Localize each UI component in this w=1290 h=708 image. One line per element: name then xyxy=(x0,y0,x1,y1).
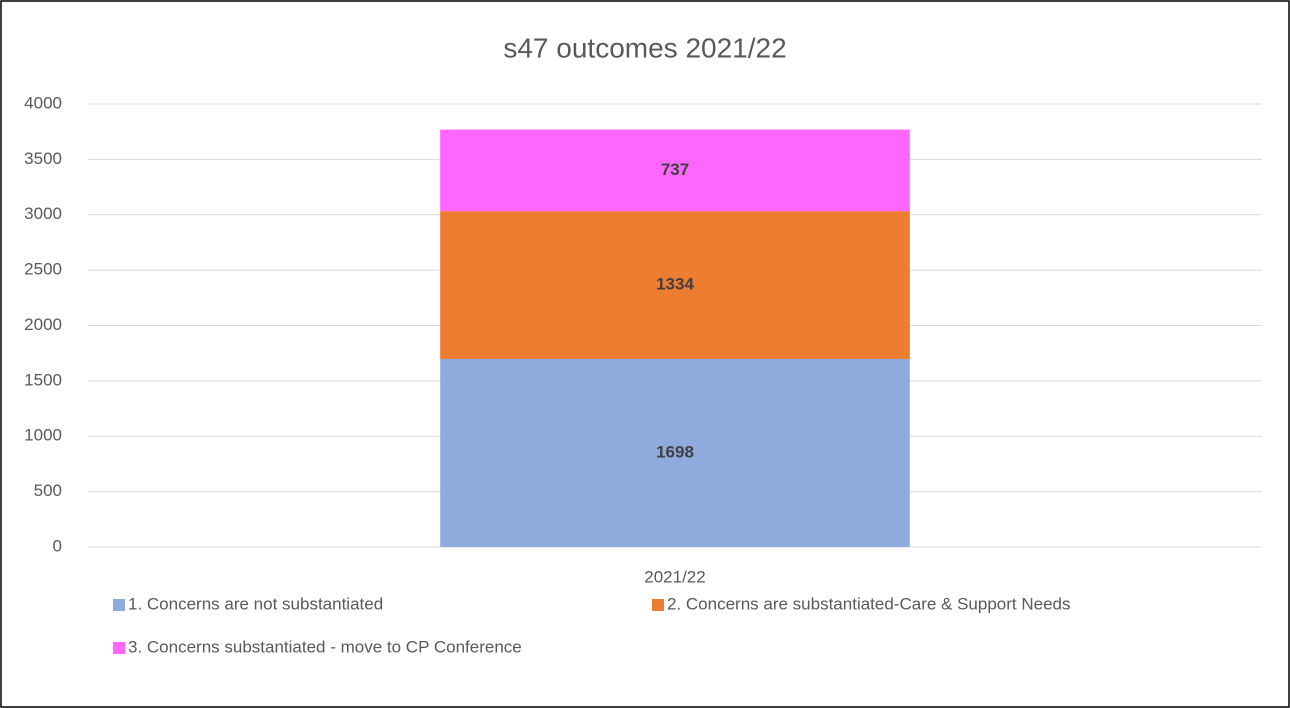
bar-segment xyxy=(440,129,910,212)
y-tick-label: 4000 xyxy=(24,93,62,112)
legend-label: 3. Concerns substantiated - move to CP C… xyxy=(128,637,522,656)
y-tick-label: 1000 xyxy=(24,426,62,445)
y-tick-label: 2500 xyxy=(24,260,62,279)
legend-swatch xyxy=(652,599,664,611)
legend-swatch xyxy=(113,642,125,654)
chart-title: s47 outcomes 2021/22 xyxy=(503,32,786,63)
bar-segment xyxy=(440,211,910,359)
y-tick-label: 500 xyxy=(34,481,62,500)
y-tick-label: 3000 xyxy=(24,204,62,223)
x-tick-label: 2021/22 xyxy=(644,567,705,586)
data-label: 1698 xyxy=(656,442,694,461)
bar-segment xyxy=(440,358,910,547)
data-label: 1334 xyxy=(656,275,694,294)
legend-label: 1. Concerns are not substantiated xyxy=(128,594,383,613)
y-tick-label: 1500 xyxy=(24,370,62,389)
legend-swatch xyxy=(113,599,125,611)
y-tick-label: 0 xyxy=(53,536,62,555)
data-label: 737 xyxy=(661,160,689,179)
y-tick-label: 3500 xyxy=(24,149,62,168)
legend-label: 2. Concerns are substantiated-Care & Sup… xyxy=(667,594,1071,613)
y-tick-label: 2000 xyxy=(24,315,62,334)
